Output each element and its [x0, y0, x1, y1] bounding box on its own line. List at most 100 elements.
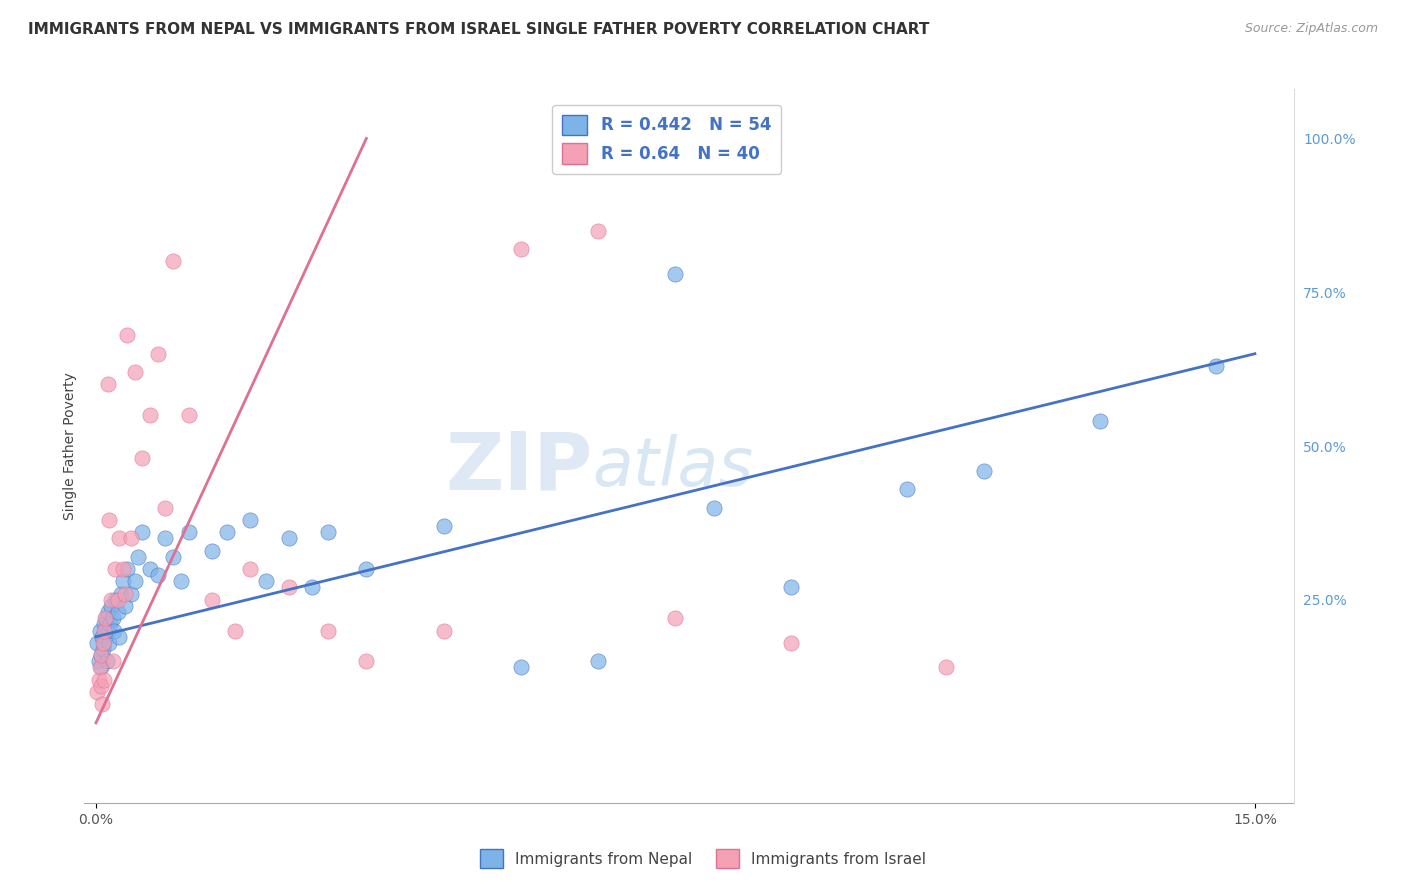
Point — [90, 679, 112, 693]
Point — [90, 648, 112, 662]
Point — [120, 587, 142, 601]
Point — [100, 592, 122, 607]
Point — [91, 698, 114, 712]
Point — [127, 549, 149, 564]
Point — [177, 525, 200, 540]
Point — [108, 531, 131, 545]
Point — [224, 624, 246, 638]
Point — [93, 617, 115, 632]
Point — [356, 562, 378, 576]
Point — [586, 224, 609, 238]
Y-axis label: Single Father Poverty: Single Father Poverty — [63, 372, 77, 520]
Point — [87, 654, 110, 668]
Point — [131, 451, 153, 466]
Point — [94, 611, 117, 625]
Point — [155, 500, 177, 515]
Point — [96, 605, 118, 619]
Point — [110, 587, 132, 601]
Point — [217, 525, 239, 540]
Point — [973, 464, 995, 478]
Point — [90, 660, 112, 674]
Legend: R = 0.442   N = 54, R = 0.64   N = 40: R = 0.442 N = 54, R = 0.64 N = 40 — [553, 104, 780, 174]
Point — [101, 654, 124, 668]
Point — [98, 617, 121, 632]
Point — [93, 673, 115, 687]
Text: Source: ZipAtlas.com: Source: ZipAtlas.com — [1244, 22, 1378, 36]
Point — [104, 562, 127, 576]
Point — [124, 365, 146, 379]
Point — [1090, 414, 1112, 428]
Point — [433, 519, 456, 533]
Point — [108, 630, 131, 644]
Point — [94, 624, 117, 638]
Point — [316, 624, 339, 638]
Point — [91, 636, 114, 650]
Point — [89, 660, 111, 674]
Point — [111, 562, 134, 576]
Point — [94, 611, 117, 625]
Point — [780, 636, 803, 650]
Point — [316, 525, 339, 540]
Point — [91, 642, 114, 657]
Point — [90, 648, 112, 662]
Point — [254, 574, 277, 589]
Legend: Immigrants from Nepal, Immigrants from Israel: Immigrants from Nepal, Immigrants from I… — [472, 841, 934, 875]
Point — [586, 654, 609, 668]
Point — [703, 500, 725, 515]
Point — [131, 525, 153, 540]
Point — [98, 636, 121, 650]
Point — [239, 562, 262, 576]
Point — [93, 636, 115, 650]
Point — [356, 654, 378, 668]
Point — [124, 574, 146, 589]
Text: ZIP: ZIP — [444, 428, 592, 507]
Point — [278, 581, 301, 595]
Point — [177, 409, 200, 423]
Point — [139, 562, 162, 576]
Point — [162, 254, 184, 268]
Point — [509, 660, 531, 674]
Point — [104, 592, 127, 607]
Point — [896, 482, 918, 496]
Point — [146, 347, 169, 361]
Point — [664, 611, 686, 625]
Point — [111, 574, 134, 589]
Text: IMMIGRANTS FROM NEPAL VS IMMIGRANTS FROM ISRAEL SINGLE FATHER POVERTY CORRELATIO: IMMIGRANTS FROM NEPAL VS IMMIGRANTS FROM… — [28, 22, 929, 37]
Point — [93, 624, 115, 638]
Point — [103, 624, 125, 638]
Point — [170, 574, 193, 589]
Point — [114, 587, 136, 601]
Point — [114, 599, 136, 613]
Point — [201, 592, 224, 607]
Text: atlas: atlas — [592, 434, 754, 500]
Point — [115, 328, 138, 343]
Point — [278, 531, 301, 545]
Point — [935, 660, 957, 674]
Point — [139, 409, 162, 423]
Point — [86, 685, 108, 699]
Point — [780, 581, 803, 595]
Point — [509, 242, 531, 256]
Point — [96, 377, 118, 392]
Point — [98, 513, 121, 527]
Point — [162, 549, 184, 564]
Point — [301, 581, 323, 595]
Point — [201, 543, 224, 558]
Point — [97, 624, 120, 638]
Point — [89, 624, 111, 638]
Point — [120, 531, 142, 545]
Point — [86, 636, 108, 650]
Point — [96, 654, 118, 668]
Point — [433, 624, 456, 638]
Point — [664, 267, 686, 281]
Point — [101, 611, 124, 625]
Point — [107, 592, 129, 607]
Point — [146, 568, 169, 582]
Point — [91, 630, 114, 644]
Point — [115, 562, 138, 576]
Point — [87, 673, 110, 687]
Point — [155, 531, 177, 545]
Point — [1205, 359, 1227, 373]
Point — [100, 599, 122, 613]
Point — [239, 513, 262, 527]
